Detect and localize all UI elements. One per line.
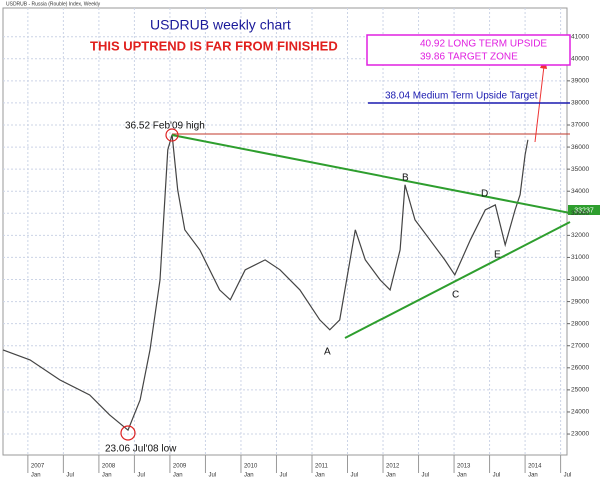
y-tick-label: 36000: [571, 144, 589, 151]
y-tick-label: 25000: [571, 387, 589, 394]
grid: [3, 8, 570, 473]
y-tick-label: 26000: [571, 365, 589, 372]
y-tick-label: 33000: [571, 210, 589, 217]
x-tick-label: Jan: [386, 473, 396, 479]
high-circle: [165, 128, 179, 142]
price-line: [2, 134, 529, 432]
y-tick-label: 41000: [571, 33, 589, 40]
chart-title: USDRUB weekly chart: [150, 17, 291, 33]
x-tick-label: Jan: [173, 473, 183, 479]
chart-subtitle: THIS UPTREND IS FAR FROM FINISHED: [90, 38, 338, 53]
y-tick-label: 32000: [571, 232, 589, 239]
wave-label: A: [324, 347, 331, 358]
x-year-label: 2012: [386, 464, 400, 470]
y-tick-label: 31000: [571, 254, 589, 261]
x-tick-label: Jul: [422, 473, 430, 479]
x-year-label: 2011: [315, 464, 329, 470]
low-label: 23.06 Jul'08 low: [105, 444, 177, 455]
x-tick-label: Jul: [208, 473, 216, 479]
x-tick-label: Jan: [315, 473, 325, 479]
upper-trendline: [171, 134, 571, 214]
x-tick-label: Jan: [102, 473, 112, 479]
x-year-label: 2013: [457, 464, 471, 470]
x-tick-label: Jul: [279, 473, 287, 479]
last-price-tag: [568, 205, 600, 215]
x-tick-label: Jan: [457, 473, 467, 479]
plot-frame: [2, 7, 568, 456]
x-year-label: 2008: [102, 464, 116, 470]
x-tick-label: Jul: [493, 473, 501, 479]
y-tick-label: 27000: [571, 342, 589, 349]
target-label: 39.86 TARGET ZONE: [420, 52, 518, 63]
y-tick-label: 40000: [571, 55, 589, 62]
wave-label: D: [481, 189, 488, 200]
y-tick-label: 35000: [571, 166, 589, 173]
x-tick-label: Jan: [244, 473, 254, 479]
low-circle: [120, 425, 136, 441]
medium-target-label: 38.04 Medium Term Upside Target: [385, 91, 538, 102]
x-year-label: 2014: [528, 464, 542, 470]
target-box: [366, 34, 571, 66]
wave-label: E: [494, 250, 501, 261]
y-tick-label: 37000: [571, 122, 589, 129]
x-tick-label: Jul: [351, 473, 359, 479]
y-tick-label: 34000: [571, 188, 589, 195]
header: USDRUB - Russia (Rouble) Index, Weekly: [6, 1, 101, 7]
y-tick-label: 39000: [571, 78, 589, 85]
x-tick-label: Jul: [137, 473, 145, 479]
x-tick-label: Jan: [528, 473, 538, 479]
x-tick-label: Jul: [564, 473, 572, 479]
y-tick-label: 28000: [571, 320, 589, 327]
wave-label: C: [452, 290, 459, 301]
target-label: 40.92 LONG TERM UPSIDE: [420, 39, 547, 50]
lower-trendline: [344, 221, 571, 339]
y-tick-label: 24000: [571, 409, 589, 416]
y-tick-label: 30000: [571, 276, 589, 283]
wave-label: B: [402, 173, 409, 184]
last-price-label: 33237: [574, 207, 594, 214]
y-tick-label: 38000: [571, 100, 589, 107]
x-year-label: 2009: [173, 464, 187, 470]
high-label: 36.52 Feb'09 high: [125, 121, 205, 132]
y-tick-label: 23000: [571, 431, 589, 438]
x-year-label: 2010: [244, 464, 258, 470]
y-tick-label: 29000: [571, 298, 589, 305]
arrow-line: [534, 65, 545, 143]
x-tick-label: Jan: [31, 473, 41, 479]
x-year-label: 2007: [31, 464, 45, 470]
x-tick-label: Jul: [66, 473, 74, 479]
marks: [2, 134, 529, 432]
